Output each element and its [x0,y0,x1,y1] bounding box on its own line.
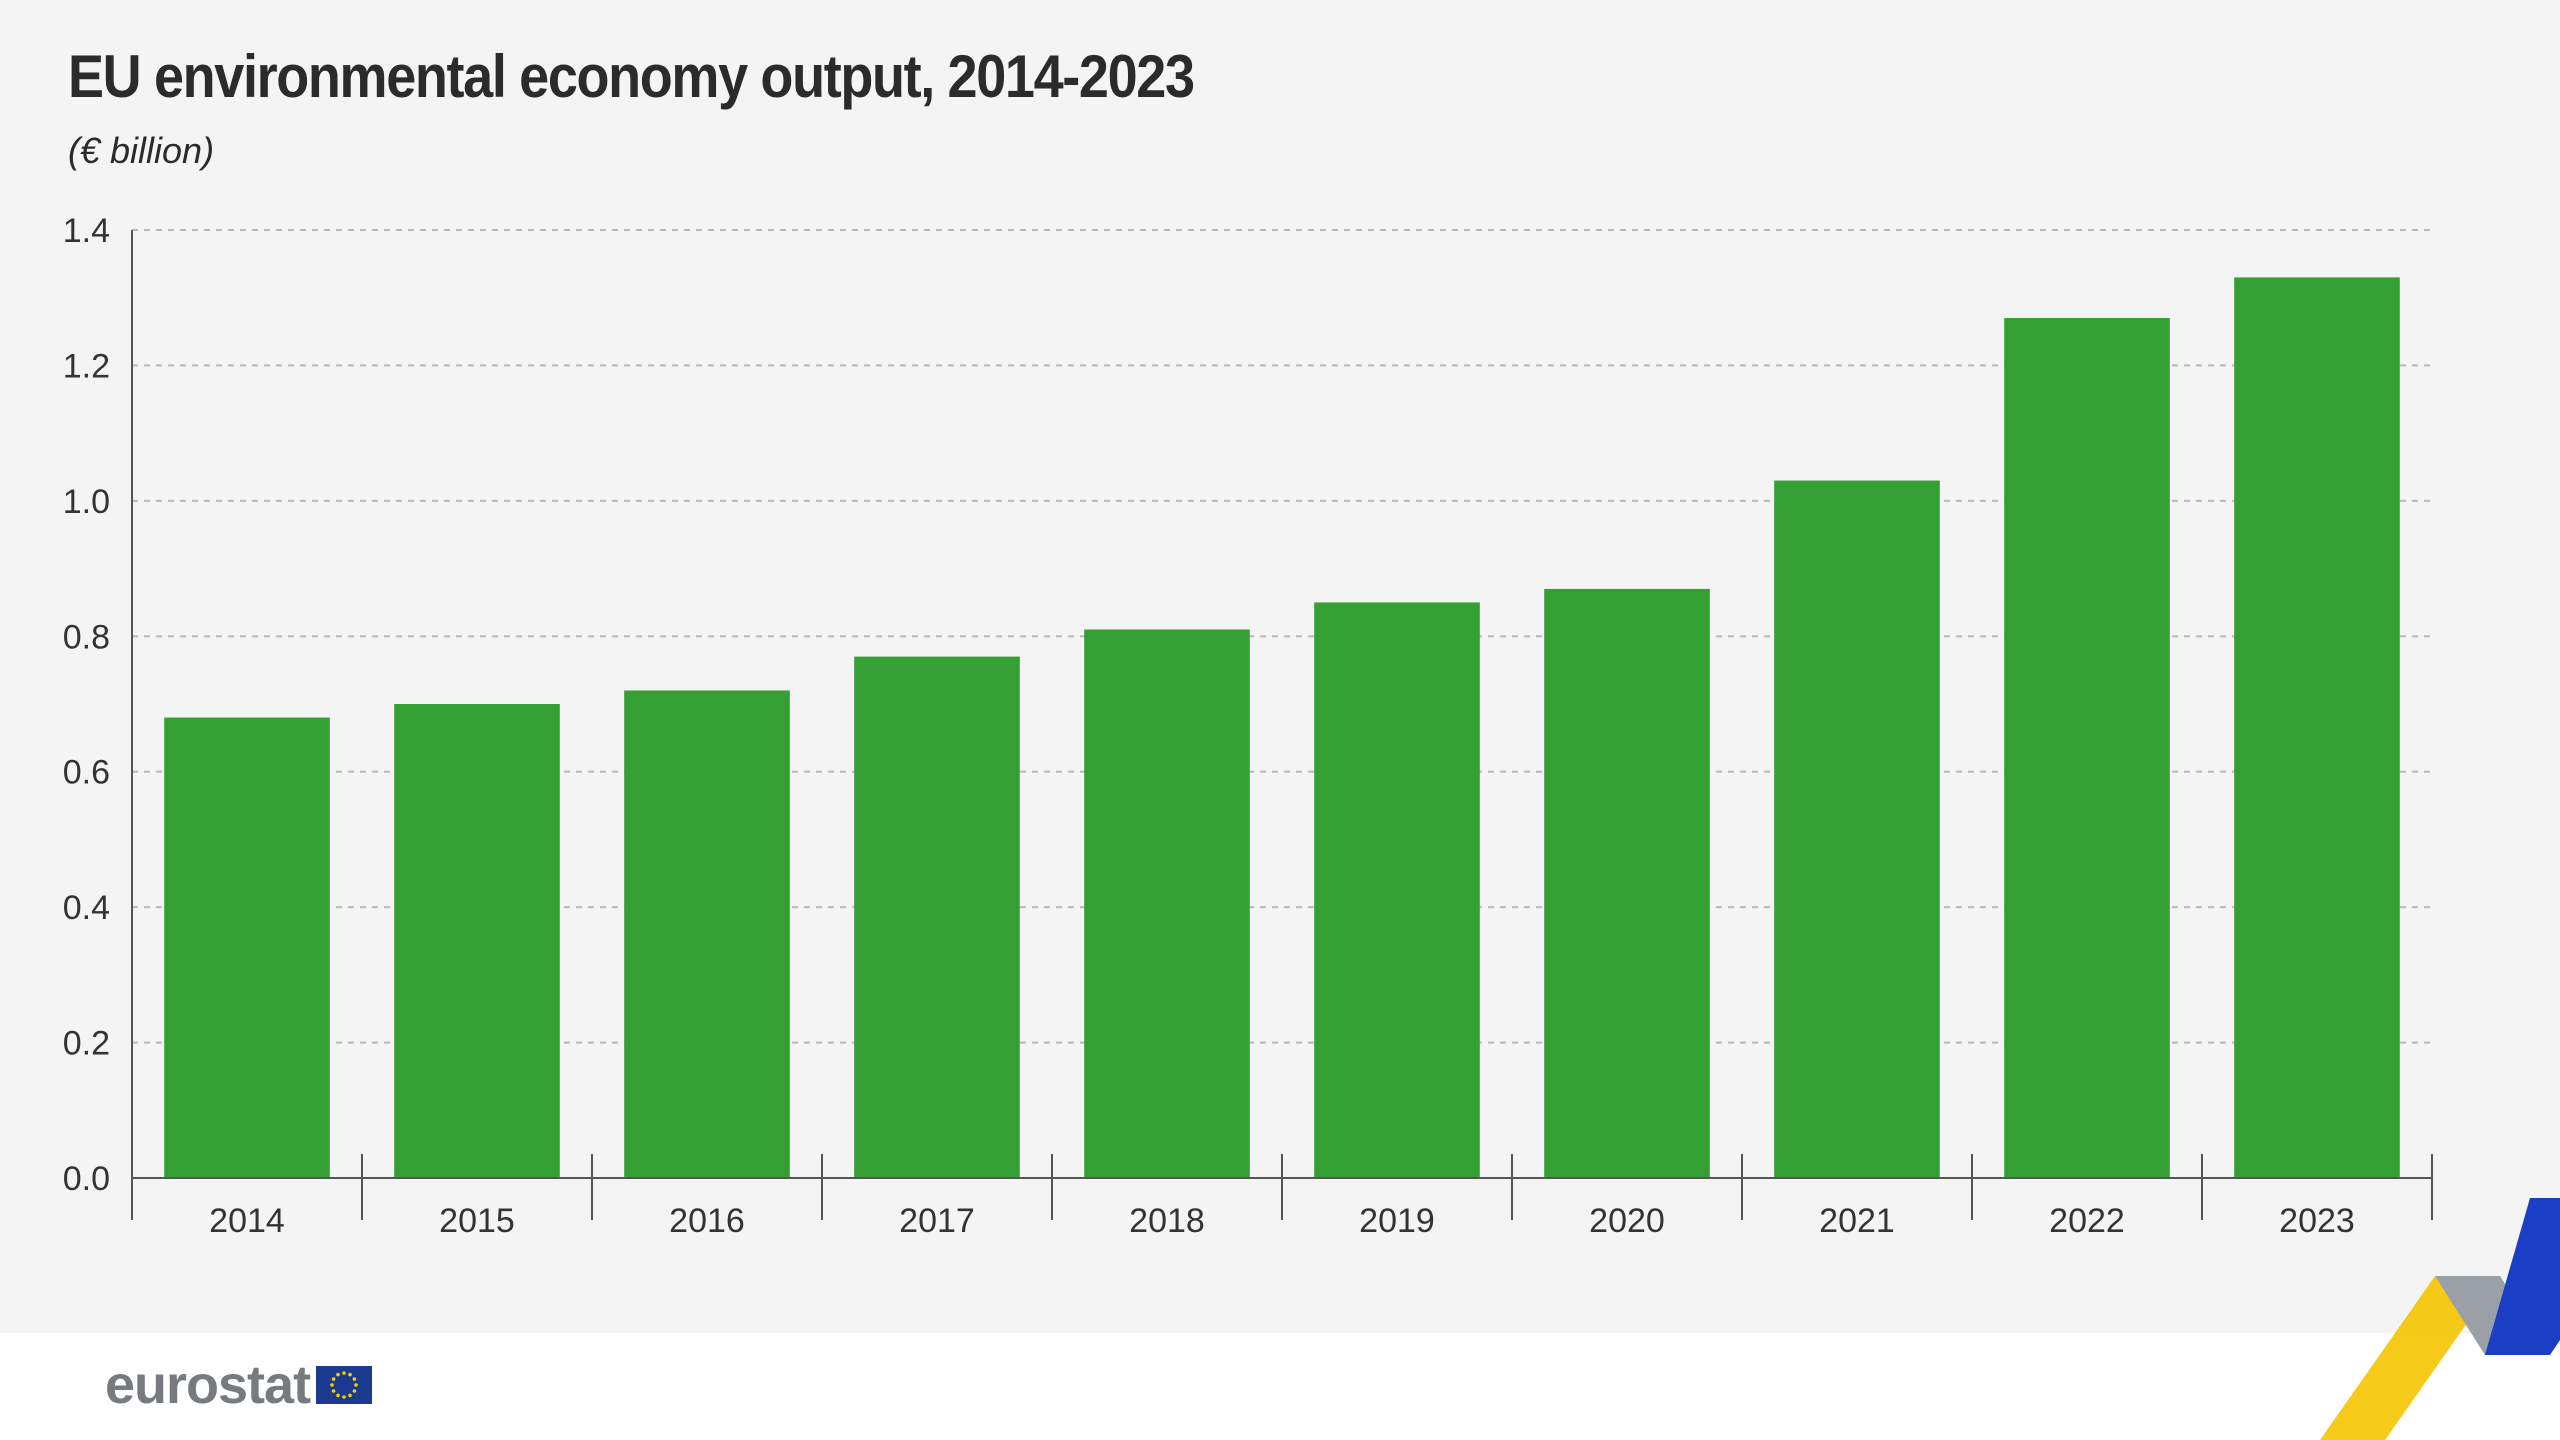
bars [164,277,2400,1178]
ribbon-graphic [2320,1198,2560,1440]
y-tick-label: 1.0 [63,483,110,521]
x-tick-label: 2021 [1819,1202,1895,1240]
eurostat-logo: eurostat [105,1355,373,1415]
x-tick-label: 2020 [1589,1202,1665,1240]
x-tick-label: 2019 [1359,1202,1435,1240]
flag-star [352,1377,357,1381]
bar-2021 [1774,480,1940,1178]
x-tick-label: 2018 [1129,1202,1205,1240]
bar-2018 [1084,629,1250,1178]
bar-2022 [2004,318,2170,1178]
bar-chart: 0.0 0.2 0.4 0.6 0.8 1.0 1.2 1.4 2014 2015 2016 2017… [63,212,2433,1240]
tick-labels: 0.0 0.2 0.4 0.6 0.8 1.0 1.2 1.4 2014 2015 2016 2017… [63,212,2355,1240]
axes [131,230,2433,1220]
flag-star [342,1395,346,1399]
x-tick-label: 2015 [439,1202,515,1240]
chart-title: EU environmental economy output, 2014-20… [68,43,1195,110]
y-tick-label: 0.0 [63,1160,110,1198]
flag-star [331,1389,336,1393]
bar-2019 [1314,602,1480,1178]
y-tick-label: 0.2 [63,1025,110,1063]
bar-2015 [394,704,560,1178]
y-tick-label: 0.4 [63,889,110,927]
eurostat-wordmark: eurostat [105,1355,311,1415]
eu-flag-icon [316,1366,373,1404]
bar-2014 [164,717,330,1178]
flag-star [336,1393,340,1398]
x-tick-label: 2022 [2049,1202,2125,1240]
x-tick-label: 2016 [669,1202,745,1240]
bar-2017 [854,656,1020,1178]
flag-star [348,1372,352,1377]
flag-star [348,1393,352,1398]
flag-star [336,1372,340,1377]
x-tick-label: 2023 [2279,1202,2355,1240]
y-tick-label: 1.2 [63,347,110,385]
bar-2016 [624,690,790,1178]
flag-star [342,1371,346,1375]
flag-star [331,1377,336,1381]
chart-subtitle: (€ billion) [68,130,215,171]
y-tick-label: 1.4 [63,212,110,250]
flag-star [352,1389,357,1393]
y-tick-label: 0.6 [63,754,110,792]
flag-star [330,1383,334,1387]
y-tick-label: 0.8 [63,618,110,656]
x-tick-label: 2014 [209,1202,285,1240]
x-tick-label: 2017 [899,1202,975,1240]
bar-2020 [1544,588,1710,1178]
flag-star [354,1383,358,1387]
bar-2023 [2234,277,2400,1178]
